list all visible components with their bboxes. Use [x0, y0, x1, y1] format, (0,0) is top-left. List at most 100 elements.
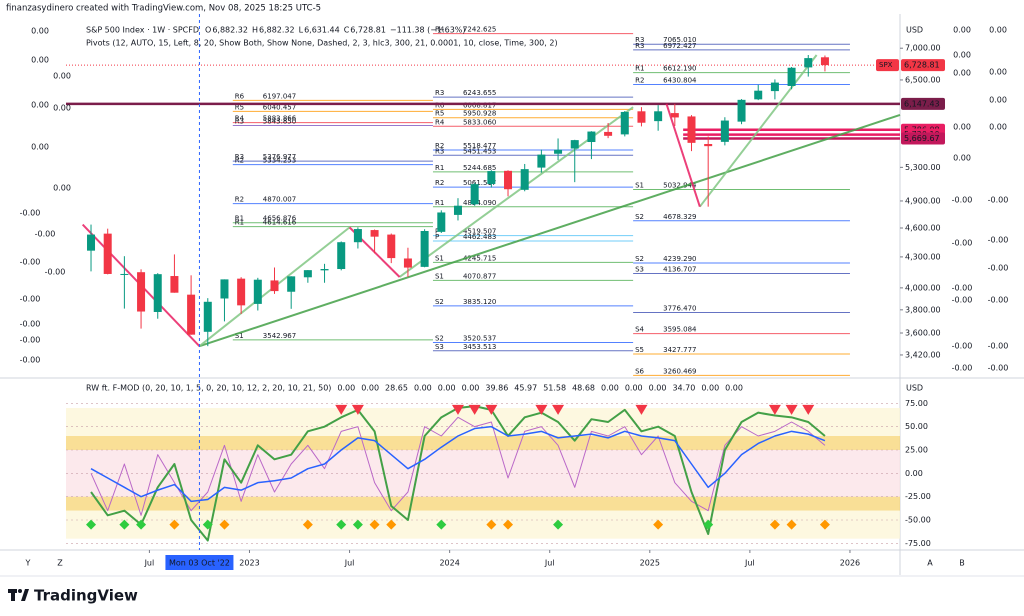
pivot-value: 3260.469	[663, 367, 696, 375]
pivot-name: R1	[435, 199, 444, 207]
osc-legend-value: 0.00	[462, 384, 480, 393]
pivot-name: R3	[635, 36, 644, 44]
x-tick-label: Jul	[744, 559, 755, 568]
ohlc-value: 6,728.81	[350, 26, 386, 35]
right-scale-label: 0.00	[989, 68, 1007, 77]
crosshair-box	[165, 555, 234, 570]
x-tick-label: Jul	[144, 559, 155, 568]
corner-button: Z	[57, 559, 63, 568]
osc-legend-value: 0.00	[625, 384, 643, 393]
ohlc-key: C	[344, 26, 350, 35]
pivot-value: 6197.047	[263, 92, 296, 100]
pivot-value: 4834.090	[463, 199, 496, 207]
osc-legend-value: 48.68	[572, 384, 595, 393]
price-title: S&P 500 Index · 1W · SPCFD	[86, 26, 199, 35]
pivot-name: R2	[635, 77, 644, 85]
triangle-marker	[335, 404, 348, 415]
candle-body	[704, 143, 713, 147]
candle-body	[153, 274, 162, 312]
y-tick-label: 5,300.00	[905, 163, 941, 172]
pivot-value: 3542.967	[263, 332, 296, 340]
candle-body	[287, 276, 296, 292]
candle-body	[253, 279, 262, 304]
right-scale-label: 0.00	[989, 123, 1007, 132]
pivot-name: S4	[635, 326, 644, 334]
diamond-marker	[302, 519, 313, 530]
diamond-marker	[336, 519, 347, 530]
right-scale-label: 0.00	[953, 154, 971, 163]
pivot-name: S1	[435, 254, 444, 262]
osc-legend-value: 0.00	[414, 384, 432, 393]
candle-body	[453, 205, 462, 215]
candle-body	[537, 154, 546, 168]
osc-legend-value: 45.97	[514, 384, 537, 393]
pivot-name: R6	[435, 101, 445, 109]
axis-unit: USD	[906, 26, 923, 35]
right-scale-label: -0.00	[988, 364, 1009, 373]
diamond-marker	[386, 519, 397, 530]
left-scale-label: 0.00	[53, 72, 71, 81]
candle-body	[687, 116, 696, 143]
y-tick-label: 4,900.00	[905, 196, 941, 205]
left-scale-label: -0.00	[20, 356, 41, 365]
pivot-name: S6	[635, 367, 644, 375]
pivot-value: 5032.944	[663, 181, 697, 189]
candle-body	[353, 229, 362, 243]
osc-legend-value: 51.58	[543, 384, 566, 393]
left-scale-label: 0.00	[31, 56, 49, 65]
pivot-value: 5950.928	[463, 110, 496, 118]
candle-body	[403, 258, 412, 268]
triangle-marker	[768, 404, 781, 415]
candle-body	[203, 301, 212, 332]
right-scale-label: 0.00	[953, 123, 971, 132]
pivot-value: 4070.877	[463, 272, 496, 280]
candle-body	[554, 149, 563, 154]
axis-unit-box	[902, 24, 926, 36]
y-tick-label: 4,300.00	[905, 252, 941, 261]
pivot-name: S2	[635, 213, 644, 221]
triangle-marker	[802, 404, 815, 415]
pivot-name: R3	[235, 153, 244, 161]
pivot-value: 6040.457	[263, 103, 296, 111]
pivot-value: 5843.850	[263, 118, 296, 126]
diamond-marker	[436, 519, 447, 530]
pivot-value: 4239.290	[663, 255, 696, 263]
diamond-marker	[219, 519, 230, 530]
diamond-marker	[169, 519, 180, 530]
osc-legend-value: 28.65	[385, 384, 408, 393]
price-change: −111.38 (−1.63%)	[390, 26, 466, 35]
pivot-name: P	[435, 233, 439, 241]
pivot-name: R1	[235, 215, 244, 223]
osc-tick-label: 25.00	[905, 446, 928, 455]
pivot-name: R2	[435, 179, 444, 187]
pivot-name: R3	[235, 118, 244, 126]
pivot-value: 5244.685	[463, 164, 496, 172]
band	[66, 496, 900, 511]
y-tick-label: 4,000.00	[905, 283, 941, 292]
diamond-marker	[819, 519, 830, 530]
trendline	[199, 113, 901, 348]
candle-body	[87, 234, 96, 251]
y-tick-label: 3,800.00	[905, 305, 941, 314]
osc-legend-value: 0.00	[701, 384, 719, 393]
pivot-name: R2	[435, 142, 444, 150]
right-scale-label: -0.00	[988, 296, 1009, 305]
diamond-marker	[503, 519, 514, 530]
right-scale-label: -0.00	[952, 342, 973, 351]
candle-body	[470, 184, 479, 205]
left-scale-label: 0.00	[53, 184, 71, 193]
pivot-value: 5518.477	[463, 142, 496, 150]
pivot-name: R4	[435, 118, 445, 126]
pivot-value: 4245.715	[463, 254, 496, 262]
triangle-marker	[635, 404, 648, 415]
ohlc-key: O	[205, 26, 211, 35]
right-scale-label: 0.00	[989, 96, 1007, 105]
candle-body	[170, 276, 179, 293]
trendline	[699, 54, 818, 208]
pivot-value: 6612.190	[663, 65, 696, 73]
pivot-value: 4870.007	[263, 196, 296, 204]
right-scale-label: -0.00	[952, 239, 973, 248]
candle-body	[737, 99, 746, 122]
x-tick-label: Jul	[544, 559, 555, 568]
candle-body	[520, 169, 529, 190]
